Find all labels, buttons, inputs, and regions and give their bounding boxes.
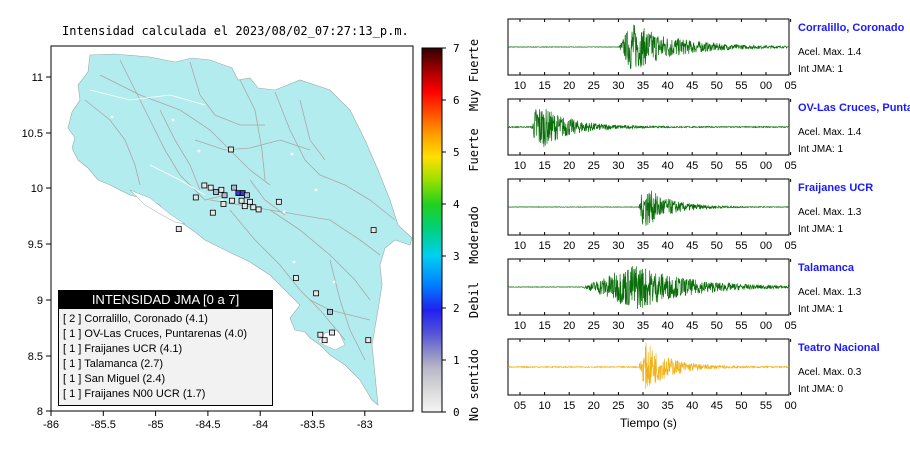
station-marker — [247, 198, 254, 205]
colorbar-tick-label: 1 — [453, 354, 460, 367]
station-name: OV-Las Cruces, Puntar — [798, 102, 910, 114]
station-marker — [220, 201, 227, 207]
station-name: Corralillo, Coronado — [798, 22, 905, 34]
station-peak-accel: Acel. Max. 1.3 — [798, 287, 862, 298]
station-marker — [221, 192, 228, 199]
legend-item: [ 1 ] Talamanca (2.7) — [63, 358, 164, 370]
station-marker — [207, 184, 214, 191]
colorbar-tick-label: 0 — [453, 406, 460, 419]
map-x-tick-label: -85 — [148, 419, 164, 431]
station-name: Talamanca — [798, 262, 855, 274]
station-marker — [213, 189, 219, 195]
colorbar-level-label: Moderado — [467, 206, 481, 264]
map-y-tick-label: 10.5 — [22, 128, 43, 140]
map-axes — [46, 76, 366, 416]
station-marker — [228, 146, 234, 153]
station-jma-intensity: Int JMA: 1 — [798, 144, 844, 155]
station-jma-intensity: Int JMA: 0 — [798, 384, 844, 395]
station-marker — [321, 337, 328, 344]
map-x-tick-label: -84.5 — [195, 419, 220, 431]
colorbar-level-label: No sentido — [467, 349, 481, 421]
station-marker — [238, 197, 245, 204]
station-marker — [255, 206, 262, 213]
station-peak-accel: Acel. Max. 0.3 — [798, 367, 862, 378]
station-marker — [370, 227, 377, 234]
station-marker — [250, 204, 257, 211]
time-axis-label: Tiempo (s) — [620, 416, 677, 430]
station-marker — [201, 182, 208, 189]
station-marker — [275, 198, 282, 205]
station-marker — [313, 290, 320, 297]
station-markers — [175, 146, 377, 344]
colorbar-ticks: 7 6 5 4 3 2 1 0 Muy Fuerte Fuerte Moderado Debil No … — [442, 39, 481, 421]
colorbar-tick-label: 7 — [453, 42, 460, 55]
legend-item: [ 1 ] Fraijanes N00 UCR (1.7) — [63, 388, 206, 400]
map-x-tick-label: -83 — [357, 419, 373, 431]
map-y-tick-label: 8.5 — [28, 351, 43, 363]
colorbar-tick-label: 3 — [453, 250, 460, 263]
map-y-tick-label: 9.5 — [28, 239, 43, 251]
legend-item: [ 1 ] San Miguel (2.4) — [63, 373, 166, 385]
legend-item: [ 1 ] OV-Las Cruces, Puntarenas (4.0) — [63, 328, 248, 340]
station-marker — [327, 308, 333, 315]
station-peak-accel: Acel. Max. 1.4 — [798, 47, 862, 58]
station-peak-accel: Acel. Max. 1.4 — [798, 127, 862, 138]
station-jma-intensity: Int JMA: 1 — [798, 224, 844, 235]
map-y-tick-label: 9 — [37, 295, 43, 307]
colorbar-tick-label: 4 — [453, 198, 460, 211]
station-marker — [229, 197, 235, 204]
map-y-tick-label: 8 — [37, 406, 43, 418]
legend-item: [ 1 ] Fraijanes UCR (4.1) — [63, 343, 183, 355]
legend-title: INTENSIDAD JMA [0 a 7] — [59, 291, 272, 309]
colorbar-level-label: Muy Fuerte — [467, 39, 481, 111]
map-x-tick-label: -83.5 — [300, 419, 325, 431]
station-peak-accel: Acel. Max. 1.3 — [798, 207, 862, 218]
map-x-tick-label: -85.5 — [91, 419, 116, 431]
station-marker — [209, 209, 216, 216]
station-name: Teatro Nacional — [798, 342, 880, 354]
map-x-tick-label: -84 — [252, 419, 268, 431]
colorbar-tick-label: 2 — [453, 302, 460, 315]
station-marker — [365, 337, 372, 344]
station-marker — [241, 203, 248, 210]
colorbar-tick-label: 6 — [453, 94, 460, 107]
colorbar-level-label: Debil — [467, 282, 481, 318]
station-marker — [292, 275, 299, 281]
map-y-tick-label: 11 — [32, 72, 43, 84]
colorbar-level-label: Fuerte — [467, 128, 481, 171]
map-title: Intensidad calculada el 2023/08/02_07:27… — [62, 24, 409, 38]
station-name: Fraijanes UCR — [798, 182, 874, 194]
map-y-tick-label: 10 — [31, 183, 43, 195]
road-network — [84, 59, 396, 361]
station-marker — [317, 331, 324, 338]
station-jma-intensity: Int JMA: 1 — [798, 304, 844, 315]
station-jma-intensity: Int JMA: 1 — [798, 64, 844, 75]
station-marker — [244, 192, 250, 199]
map-x-tick-label: -86 — [43, 419, 59, 431]
intensity-legend: INTENSIDAD JMA [0 a 7] [ 2 ] Corralillo,… — [58, 290, 273, 406]
legend-list: [ 2 ] Corralillo, Coronado (4.1) [ 1 ] OV… — [59, 309, 272, 402]
intensity-colorbar — [421, 47, 443, 413]
station-marker — [218, 186, 225, 193]
station-marker — [231, 184, 238, 191]
station-marker — [175, 226, 182, 232]
station-marker — [329, 329, 335, 336]
station-marker — [192, 194, 199, 201]
legend-item: [ 2 ] Corralillo, Coronado (4.1) — [63, 313, 208, 325]
colorbar-tick-label: 5 — [453, 146, 460, 159]
